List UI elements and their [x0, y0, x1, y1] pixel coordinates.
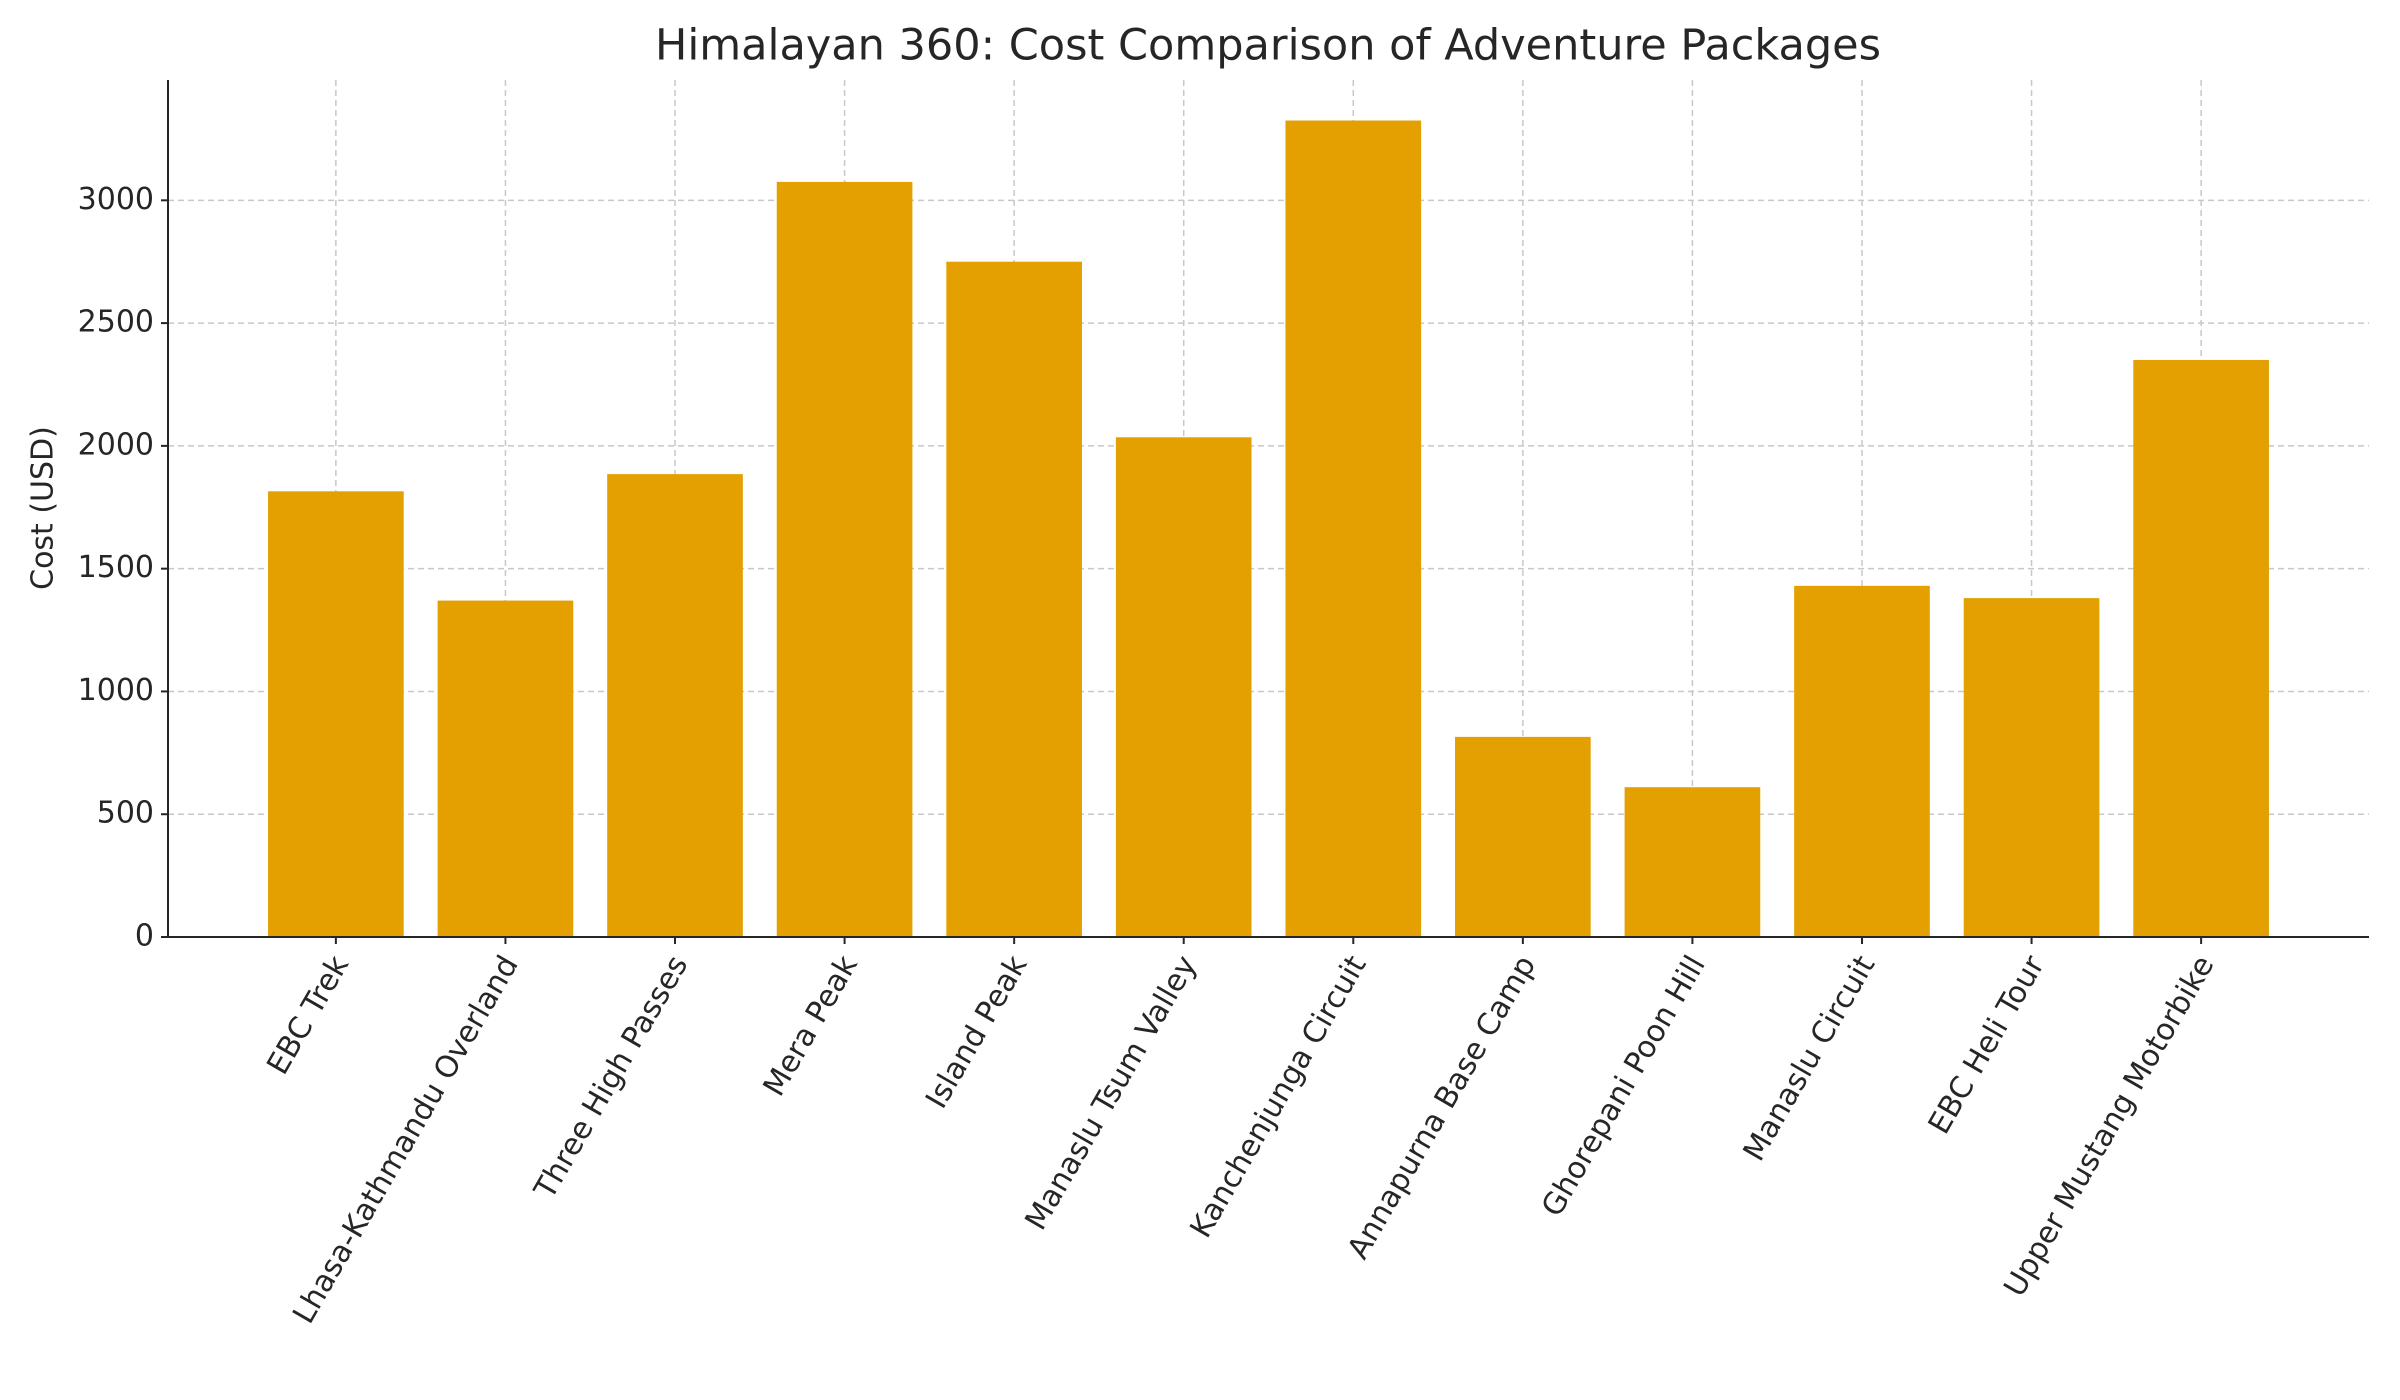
y-tick-label: 1500 — [78, 550, 154, 585]
bar — [1624, 787, 1761, 937]
y-tick-label: 2500 — [78, 305, 154, 340]
x-tick-label: EBC Heli Tour — [1922, 949, 2052, 1140]
bar — [1115, 437, 1252, 937]
y-tick-label: 500 — [97, 796, 154, 831]
x-tick-label: Mera Peak — [757, 949, 866, 1102]
bar — [1794, 585, 1930, 937]
bar — [946, 261, 1082, 937]
y-axis-label: Cost (USD) — [26, 426, 61, 590]
bar — [437, 600, 574, 937]
bar — [268, 491, 404, 937]
x-tick-label: Ghorepani Poon Hill — [1535, 950, 1713, 1223]
x-tick-label: Manaslu Circuit — [1737, 950, 1883, 1168]
chart-title: Himalayan 360: Cost Comparison of Advent… — [655, 21, 1881, 71]
bar — [1455, 736, 1591, 937]
bars — [268, 120, 2269, 938]
x-tick-label: Three High Passes — [527, 950, 695, 1206]
x-tick-label: Manaslu Tsum Valley — [1018, 950, 1204, 1236]
x-tick-label: EBC Trek — [260, 949, 356, 1080]
bar — [1285, 120, 1422, 937]
y-tick-label: 3000 — [78, 182, 154, 217]
bar — [776, 181, 913, 938]
bar — [2133, 359, 2269, 937]
x-tick-label: Kanchenjunga Circuit — [1184, 950, 1374, 1244]
y-tick-label: 1000 — [78, 673, 154, 708]
bar — [607, 474, 743, 937]
x-tick-label: Annapurna Base Camp — [1341, 950, 1543, 1265]
x-tick-label: Island Peak — [919, 949, 1035, 1114]
y-tick-label: 0 — [135, 919, 154, 954]
bar — [1963, 598, 2100, 937]
y-tick-label: 2000 — [78, 427, 154, 462]
